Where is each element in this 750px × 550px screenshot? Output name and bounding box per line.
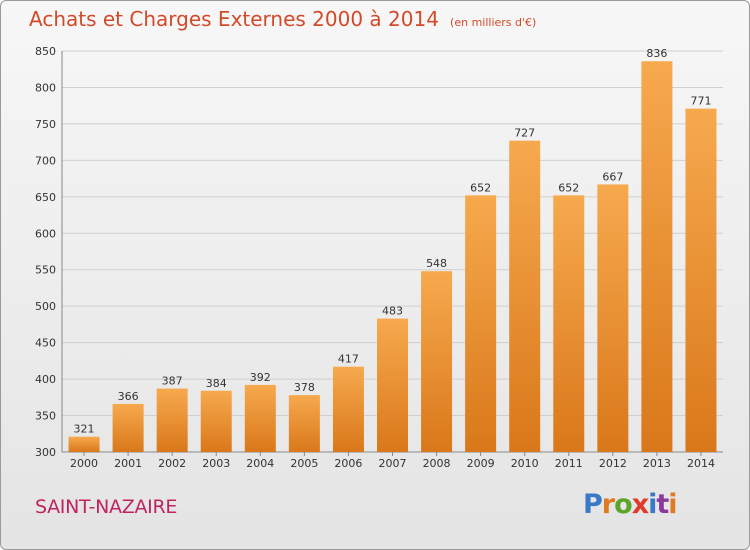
data-label: 387 xyxy=(162,375,183,388)
y-tick-label: 850 xyxy=(35,45,56,58)
x-tick-label: 2014 xyxy=(687,457,715,470)
bar-2013 xyxy=(641,61,673,452)
logo-letter: t xyxy=(656,489,669,520)
x-tick-label: 2009 xyxy=(467,457,495,470)
x-tick-label: 2012 xyxy=(599,457,627,470)
data-label: 384 xyxy=(206,377,227,390)
logo-letter: x xyxy=(631,489,649,520)
y-tick-label: 800 xyxy=(35,81,56,94)
y-tick-label: 600 xyxy=(35,227,56,240)
y-tick-label: 450 xyxy=(35,337,56,350)
chart-title: Achats et Charges Externes 2000 à 2014 xyxy=(29,7,439,31)
bar-2008 xyxy=(421,271,453,452)
data-label: 366 xyxy=(118,390,139,403)
x-tick-label: 2013 xyxy=(643,457,671,470)
data-label: 771 xyxy=(690,95,711,108)
x-tick-label: 2007 xyxy=(379,457,407,470)
data-label: 548 xyxy=(426,257,447,270)
y-tick-label: 750 xyxy=(35,118,56,131)
x-tick-label: 2001 xyxy=(114,457,142,470)
x-tick-label: 2005 xyxy=(290,457,318,470)
logo-letter: i xyxy=(668,489,677,520)
y-tick-label: 550 xyxy=(35,264,56,277)
title-row: Achats et Charges Externes 2000 à 2014 (… xyxy=(29,7,536,31)
city-name: SAINT-NAZAIRE xyxy=(35,496,178,518)
bar-2007 xyxy=(377,318,408,452)
bar-2009 xyxy=(465,195,497,453)
x-tick-label: 2002 xyxy=(158,457,186,470)
data-label: 727 xyxy=(514,127,535,140)
bar-2004 xyxy=(244,384,276,452)
data-label: 652 xyxy=(470,181,491,194)
y-tick-label: 400 xyxy=(35,373,56,386)
x-tick-label: 2006 xyxy=(334,457,362,470)
logo-letter: r xyxy=(601,489,615,520)
x-tick-label: 2008 xyxy=(423,457,451,470)
y-tick-label: 650 xyxy=(35,191,56,204)
data-label: 667 xyxy=(602,170,623,183)
logo-letter: i xyxy=(648,489,657,520)
bar-2010 xyxy=(509,140,541,453)
y-tick-label: 300 xyxy=(35,446,56,459)
logo-letter: P xyxy=(583,489,603,520)
bar-2003 xyxy=(200,390,232,452)
chart-subtitle: (en milliers d'€) xyxy=(450,16,537,29)
data-label: 392 xyxy=(250,371,271,384)
x-tick-label: 2010 xyxy=(511,457,539,470)
bar-2006 xyxy=(332,366,364,452)
bar-2011 xyxy=(553,195,585,453)
data-label: 652 xyxy=(558,181,579,194)
data-label: 836 xyxy=(646,47,667,60)
data-label: 483 xyxy=(382,305,403,318)
x-tick-label: 2000 xyxy=(70,457,98,470)
x-tick-label: 2003 xyxy=(202,457,230,470)
bar-2014 xyxy=(685,108,717,453)
data-label: 417 xyxy=(338,353,359,366)
bar-2005 xyxy=(288,395,320,452)
logo-letter: o xyxy=(614,489,633,520)
x-tick-label: 2004 xyxy=(246,457,274,470)
proxiti-logo: Proxiti xyxy=(583,489,678,520)
y-tick-label: 700 xyxy=(35,154,56,167)
data-label: 321 xyxy=(74,423,95,436)
bar-2002 xyxy=(156,388,188,452)
x-tick-label: 2011 xyxy=(555,457,583,470)
bar-2000 xyxy=(68,436,100,452)
data-label: 378 xyxy=(294,381,315,394)
bar-2012 xyxy=(597,184,629,452)
y-tick-label: 350 xyxy=(35,410,56,423)
bar-2001 xyxy=(112,403,144,452)
y-tick-label: 500 xyxy=(35,300,56,313)
